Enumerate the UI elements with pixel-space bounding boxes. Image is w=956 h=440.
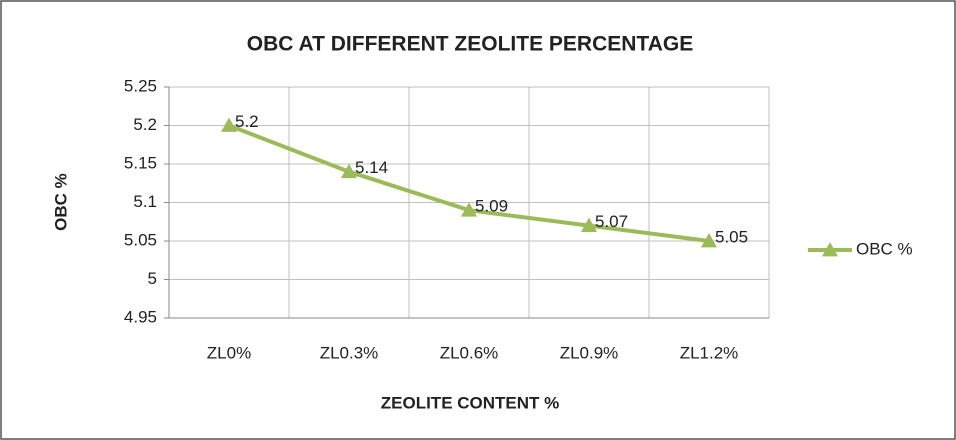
y-tick-label: 5.1 <box>133 192 157 211</box>
y-axis-title: OBC % <box>51 173 70 231</box>
x-tick-label: ZL1.2% <box>680 343 739 362</box>
data-point <box>701 233 717 248</box>
data-label: 5.14 <box>355 158 388 177</box>
x-tick-label: ZL0% <box>207 343 251 362</box>
data-point <box>341 163 357 179</box>
x-axis-title: ZEOLITE CONTENT % <box>381 393 560 412</box>
data-point <box>221 117 237 132</box>
legend-label: OBC % <box>856 239 913 258</box>
y-tick-label: 5.15 <box>124 153 157 172</box>
legend-marker <box>822 242 838 257</box>
y-tick-label: 4.95 <box>124 307 157 326</box>
y-tick-label: 5.05 <box>124 230 157 249</box>
y-tick-label: 5.25 <box>124 76 157 95</box>
data-label: 5.2 <box>235 112 259 131</box>
data-point <box>461 202 477 217</box>
x-tick-label: ZL0.3% <box>320 343 379 362</box>
data-label: 5.05 <box>715 227 748 246</box>
y-tick-label: 5 <box>148 269 157 288</box>
x-tick-label: ZL0.9% <box>560 343 619 362</box>
chart-title: OBC AT DIFFERENT ZEOLITE PERCENTAGE <box>247 33 693 56</box>
data-label: 5.07 <box>595 212 628 231</box>
x-tick-label: ZL0.6% <box>440 343 499 362</box>
data-point <box>581 217 597 232</box>
data-label: 5.09 <box>475 197 508 216</box>
y-tick-label: 5.2 <box>133 115 157 134</box>
